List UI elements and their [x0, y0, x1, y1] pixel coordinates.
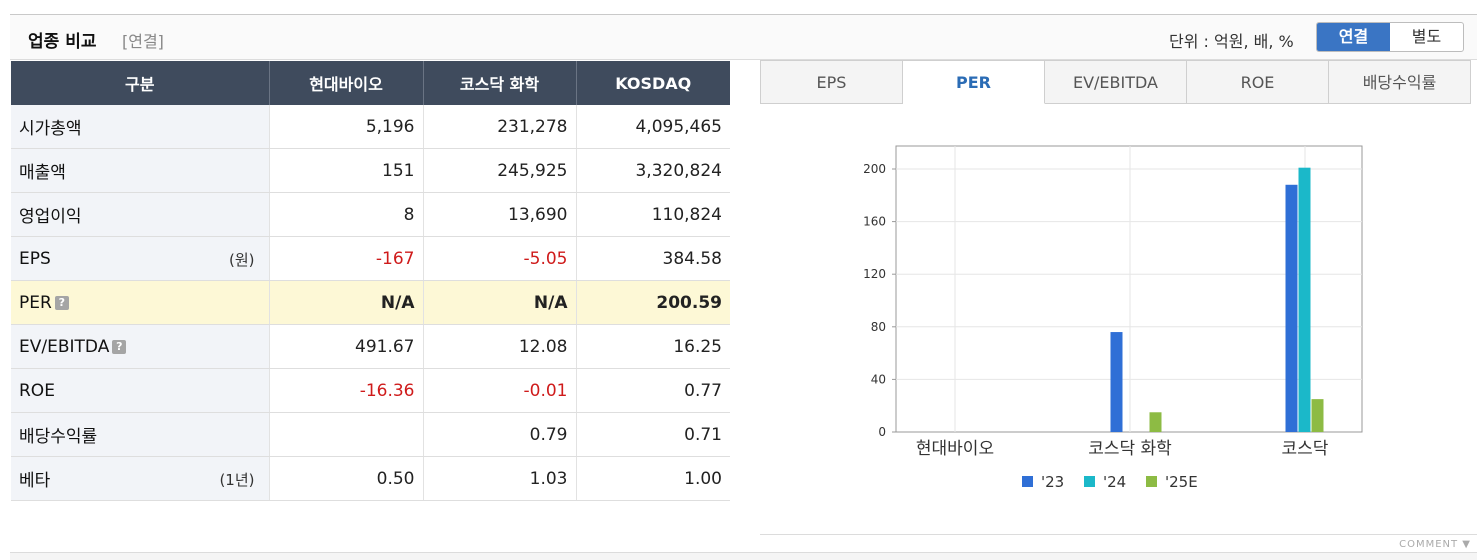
- header-category: 구분: [11, 61, 270, 105]
- row-label: ROE: [11, 368, 270, 413]
- cell-value: 12.08: [423, 324, 577, 369]
- toggle-separate-button[interactable]: 별도: [1411, 27, 1442, 46]
- cell-value: 0.71: [576, 412, 730, 457]
- cell-value: 0.77: [576, 368, 730, 413]
- comment-toggle[interactable]: COMMENT ▼: [1399, 539, 1471, 550]
- bar-25E-2: [1311, 399, 1324, 432]
- chart-divider: [760, 534, 1477, 535]
- cell-value: [269, 412, 424, 457]
- y-tick-label: 80: [871, 320, 886, 334]
- cell-value: 16.25: [576, 324, 730, 369]
- legend-swatch: [1146, 476, 1157, 487]
- consolidation-label: [연결]: [122, 32, 164, 51]
- x-category-label: 코스닥: [1282, 439, 1329, 459]
- y-tick-label: 200: [863, 162, 886, 176]
- tab-evebitda[interactable]: EV/EBITDA: [1045, 61, 1187, 104]
- row-label: 배당수익률: [11, 412, 270, 457]
- header-market: KOSDAQ: [576, 61, 730, 105]
- row-label-text: PER: [19, 292, 52, 313]
- help-icon[interactable]: ?: [54, 295, 69, 310]
- cell-value: N/A: [269, 280, 424, 325]
- row-label-text: EV/EBITDA: [19, 336, 110, 357]
- table-row: 시가총액 5,196 231,278 4,095,465: [11, 105, 730, 149]
- row-label-eps: EPS (원): [11, 236, 270, 281]
- toggle-consolidated-button[interactable]: 연결: [1317, 23, 1390, 51]
- cell-value: 8: [269, 192, 424, 237]
- cell-value: 200.59: [576, 280, 730, 325]
- cell-value: 0.79: [423, 412, 577, 457]
- cell-value: 491.67: [269, 324, 424, 369]
- cell-value: 245,925: [423, 148, 577, 193]
- tab-eps[interactable]: EPS: [761, 61, 903, 104]
- legend-label: '23: [1041, 473, 1064, 491]
- bar-23-1: [1110, 332, 1123, 432]
- header-company: 현대바이오: [269, 61, 424, 105]
- per-chart-container: 0 40 80 120 160 200 현대바이오 코스닥 화학 코스닥 '23 '24 '25E: [760, 104, 1469, 534]
- per-bar-chart: 0 40 80 120 160 200 현대바이오 코스닥 화학 코스닥 '23 '24 '25E: [863, 145, 1363, 491]
- cell-value: 4,095,465: [576, 105, 730, 149]
- comparison-table: 구분 현대바이오 코스닥 화학 KOSDAQ 시가총액 5,196 231,27…: [11, 61, 730, 501]
- y-tick-label: 0: [878, 425, 886, 439]
- row-unit: (원): [228, 251, 255, 269]
- legend-label: '24: [1103, 473, 1126, 491]
- row-label-beta: 베타 (1년): [11, 456, 270, 501]
- row-label-text: EPS: [19, 248, 51, 269]
- cell-value: -16.36: [269, 368, 424, 413]
- section-header: 업종 비교 [연결] 단위 : 억원, 배, % 연결 별도: [10, 14, 1477, 60]
- unit-label: 단위 : 억원, 배, %: [1169, 32, 1294, 51]
- cell-value: 1.00: [576, 456, 730, 501]
- table-row-highlighted: PER? N/A N/A 200.59: [11, 280, 730, 325]
- cell-value: 3,320,824: [576, 148, 730, 193]
- row-label-text: 베타: [19, 471, 51, 491]
- table-row: 매출액 151 245,925 3,320,824: [11, 148, 730, 193]
- row-label-evebitda: EV/EBITDA?: [11, 324, 270, 369]
- y-tick-label: 120: [863, 267, 886, 281]
- cell-value: 384.58: [576, 236, 730, 281]
- row-label: 매출액: [11, 148, 270, 193]
- tab-dividend-yield[interactable]: 배당수익률: [1329, 61, 1470, 104]
- tab-per[interactable]: PER: [903, 61, 1045, 104]
- legend-swatch: [1022, 476, 1033, 487]
- cell-value: -167: [269, 236, 424, 281]
- cell-value: 0.50: [269, 456, 424, 501]
- cell-value: 110,824: [576, 192, 730, 237]
- table-header-row: 구분 현대바이오 코스닥 화학 KOSDAQ: [11, 61, 730, 105]
- x-category-label: 코스닥 화학: [1088, 439, 1172, 459]
- table-row: 영업이익 8 13,690 110,824: [11, 192, 730, 237]
- y-tick-label: 160: [863, 215, 886, 229]
- footer-bar: [10, 552, 1477, 560]
- header-industry: 코스닥 화학: [423, 61, 577, 105]
- cell-value: 151: [269, 148, 424, 193]
- table-row: 배당수익률 0.79 0.71: [11, 412, 730, 457]
- y-tick-label: 40: [871, 372, 886, 386]
- bar-24-2: [1298, 167, 1311, 432]
- row-label-per: PER?: [11, 280, 270, 325]
- bar-23-2: [1285, 184, 1298, 432]
- cell-value: 1.03: [423, 456, 577, 501]
- cell-value: -5.05: [423, 236, 577, 281]
- bar-25E-1: [1149, 412, 1162, 432]
- plot-area: [895, 145, 1363, 433]
- cell-value: 13,690: [423, 192, 577, 237]
- table-row: EV/EBITDA? 491.67 12.08 16.25: [11, 324, 730, 369]
- row-label: 시가총액: [11, 105, 270, 149]
- cell-value: 231,278: [423, 105, 577, 149]
- row-label: 영업이익: [11, 192, 270, 237]
- help-icon[interactable]: ?: [112, 339, 127, 354]
- cell-value: N/A: [423, 280, 577, 325]
- x-category-label: 현대바이오: [916, 439, 994, 459]
- consolidation-toggle: 연결 별도: [1316, 22, 1464, 52]
- table-row: 베타 (1년) 0.50 1.03 1.00: [11, 456, 730, 501]
- section-title: 업종 비교: [28, 32, 97, 52]
- row-unit: (1년): [219, 471, 255, 489]
- legend-swatch: [1084, 476, 1095, 487]
- metric-tabs: EPS PER EV/EBITDA ROE 배당수익률: [760, 60, 1471, 104]
- legend-label: '25E: [1165, 473, 1198, 491]
- table-row: EPS (원) -167 -5.05 384.58: [11, 236, 730, 281]
- tab-roe[interactable]: ROE: [1187, 61, 1329, 104]
- table-row: ROE -16.36 -0.01 0.77: [11, 368, 730, 413]
- cell-value: -0.01: [423, 368, 577, 413]
- cell-value: 5,196: [269, 105, 424, 149]
